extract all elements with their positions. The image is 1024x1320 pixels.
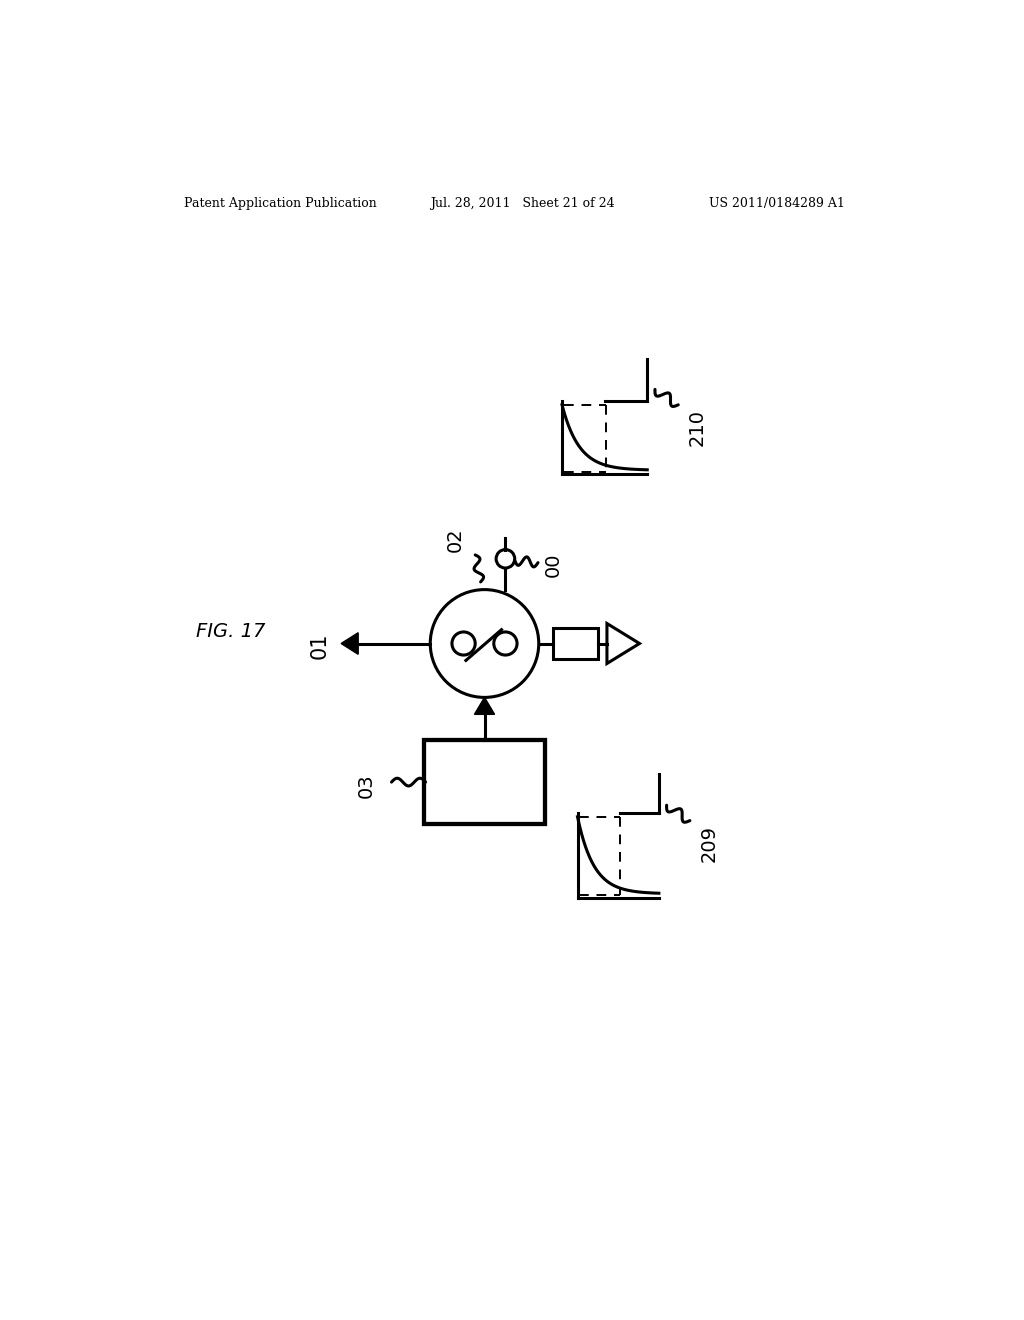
Polygon shape: [341, 632, 358, 655]
Text: 00: 00: [544, 553, 563, 577]
Polygon shape: [474, 697, 495, 714]
Text: Patent Application Publication: Patent Application Publication: [183, 197, 377, 210]
Bar: [553, 628, 598, 659]
Text: Jul. 28, 2011   Sheet 21 of 24: Jul. 28, 2011 Sheet 21 of 24: [430, 197, 614, 210]
Text: 209: 209: [699, 825, 719, 862]
Text: 02: 02: [445, 527, 465, 552]
Text: 03: 03: [356, 774, 376, 799]
Text: US 2011/0184289 A1: US 2011/0184289 A1: [710, 197, 845, 210]
Text: FIG. 17: FIG. 17: [197, 623, 265, 642]
Bar: [424, 739, 545, 825]
Text: 210: 210: [688, 409, 708, 446]
Text: 01: 01: [309, 632, 330, 659]
